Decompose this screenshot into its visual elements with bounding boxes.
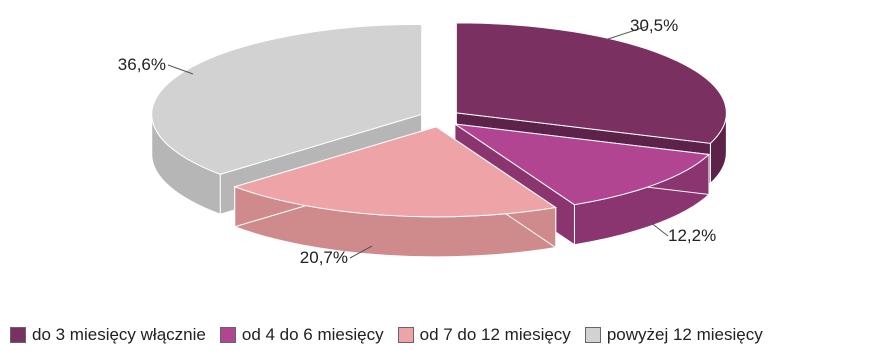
legend-item-0: do 3 miesięcy włącznie bbox=[10, 325, 206, 345]
data-label-1: 12,2% bbox=[668, 226, 716, 245]
legend-label-0: do 3 miesięcy włącznie bbox=[32, 325, 206, 344]
legend-item-3: powyżej 12 miesięcy bbox=[584, 325, 763, 345]
legend-swatch-2 bbox=[397, 327, 414, 343]
leader-line-1 bbox=[649, 221, 669, 237]
legend-label-3: powyżej 12 miesięcy bbox=[606, 325, 763, 344]
slice-2 bbox=[233, 126, 558, 218]
data-label-0: 30,5% bbox=[630, 16, 678, 35]
slice-1 bbox=[454, 123, 711, 206]
pie-chart: 30,5% 12,2% 20,7% 36,6% bbox=[118, 16, 727, 267]
slice-0 bbox=[455, 22, 727, 144]
data-label-3: 36,6% bbox=[118, 55, 166, 74]
legend-item-2: od 7 do 12 miesięcy bbox=[397, 325, 571, 345]
leader-line-2 bbox=[349, 245, 373, 259]
legend-swatch-1 bbox=[219, 327, 236, 343]
leader-line-3 bbox=[167, 64, 194, 75]
legend-item-1: od 4 do 6 miesięcy bbox=[219, 325, 384, 345]
legend-label-1: od 4 do 6 miesięcy bbox=[241, 325, 384, 344]
data-label-2: 20,7% bbox=[300, 248, 348, 267]
legend: do 3 miesięcy włącznie od 4 do 6 miesięc… bbox=[0, 323, 883, 347]
legend-swatch-0 bbox=[10, 327, 26, 343]
legend-swatch-3 bbox=[584, 327, 601, 343]
legend-label-2: od 7 do 12 miesięcy bbox=[419, 325, 571, 344]
leader-line-0 bbox=[604, 25, 649, 41]
slice-3 bbox=[151, 23, 423, 175]
